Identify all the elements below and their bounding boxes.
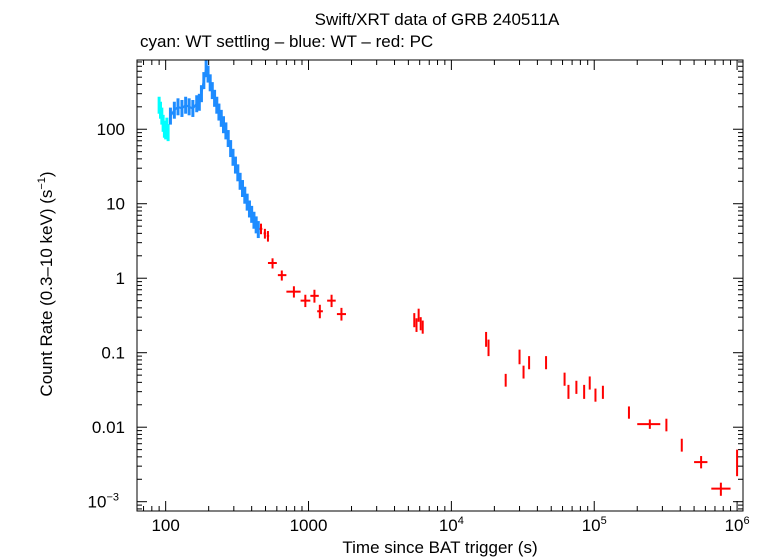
y-axis-label-main: Count Rate (0.3–10 keV) (s (37, 190, 56, 397)
y-tick-label: 10 (106, 195, 125, 214)
x-tick-label: 100 (151, 516, 179, 535)
data-point (665, 418, 668, 432)
data-point (694, 456, 708, 469)
data-point (415, 318, 418, 332)
data-point (310, 289, 319, 303)
data-point (413, 313, 416, 328)
data-point (563, 372, 566, 386)
series-line (158, 104, 170, 134)
ticks-layer: 100 1000 104 105 106 100 10 1 0.1 0.01 10−3 (88, 60, 750, 535)
x-axis-label: Time since BAT trigger (s) (342, 538, 537, 557)
x-tick-label: 104 (439, 515, 464, 535)
data-point (528, 356, 531, 370)
data-point (417, 308, 420, 322)
chart-subtitle: cyan: WT settling – blue: WT – red: PC (140, 32, 433, 51)
data-point (267, 258, 277, 269)
data-point (583, 384, 586, 399)
y-tick-label: 10−3 (88, 492, 119, 512)
data-point (711, 482, 731, 496)
x-tick-label: 1000 (290, 516, 328, 535)
data-point (680, 438, 683, 452)
data-point (266, 231, 270, 242)
data-point (419, 317, 422, 331)
y-axis-label-exponent: −1 (36, 177, 48, 190)
series-wt-settling (157, 96, 170, 142)
data-point (485, 331, 488, 347)
x-tick-label: 106 (725, 515, 750, 535)
data-point (567, 384, 570, 399)
data-point (277, 270, 287, 281)
data-point (601, 385, 604, 399)
data-point (627, 406, 630, 419)
y-axis-label-close: ) (37, 171, 56, 177)
data-point (736, 449, 739, 477)
data-point (594, 388, 597, 402)
data-point (421, 320, 424, 334)
y-tick-label: 1 (116, 269, 125, 288)
data-point (575, 380, 578, 394)
data-point (545, 356, 548, 370)
data-point (522, 365, 525, 379)
y-tick-label: 0.01 (92, 418, 125, 437)
series-line (169, 64, 260, 231)
data-point (504, 373, 507, 387)
data-point (487, 339, 490, 357)
data-point (317, 304, 323, 319)
y-tick-label: 100 (97, 120, 125, 139)
data-point (286, 286, 301, 298)
data-point (327, 294, 336, 308)
data-point (518, 349, 521, 365)
data-point (259, 223, 263, 235)
chart-title: Swift/XRT data of GRB 240511A (315, 10, 560, 29)
data-point (588, 376, 591, 390)
y-axis-label: Count Rate (0.3–10 keV) (s−1) (36, 171, 56, 396)
data-point (637, 419, 661, 429)
y-tick-label: 0.1 (101, 344, 125, 363)
series-wt (168, 60, 260, 239)
data-point (336, 307, 347, 321)
data-point (300, 294, 311, 308)
x-tick-label: 105 (582, 515, 607, 535)
series-pc (259, 223, 739, 496)
data-layer (157, 60, 739, 496)
data-point (263, 228, 267, 239)
